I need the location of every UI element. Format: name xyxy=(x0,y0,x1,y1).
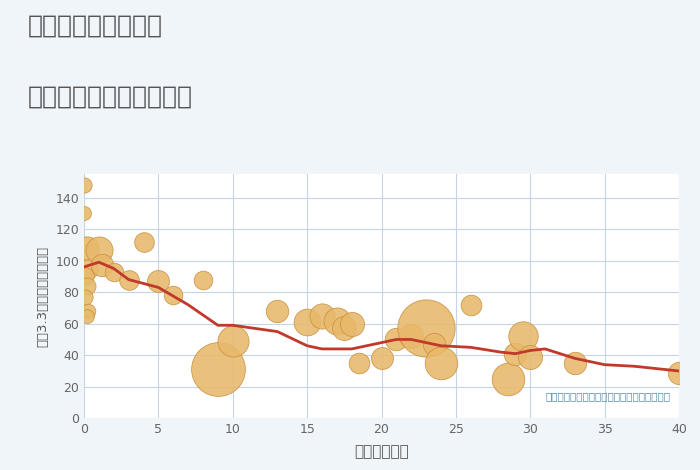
Point xyxy=(517,333,528,340)
Point xyxy=(108,268,119,275)
Point xyxy=(406,333,417,340)
Point xyxy=(78,210,90,217)
Point xyxy=(81,244,92,252)
Point xyxy=(435,360,447,367)
Point xyxy=(354,360,365,367)
Point xyxy=(525,353,536,360)
Point xyxy=(339,325,350,332)
Point xyxy=(78,181,90,188)
Point xyxy=(331,317,342,324)
Point xyxy=(346,320,357,328)
Point xyxy=(316,312,328,320)
Point xyxy=(138,238,149,245)
Text: 築年数別中古戸建て価格: 築年数別中古戸建て価格 xyxy=(28,85,193,109)
Point xyxy=(83,265,94,272)
Point xyxy=(569,360,580,367)
Point xyxy=(428,340,439,348)
Point xyxy=(83,307,94,315)
Point xyxy=(302,318,313,326)
Point xyxy=(93,246,104,253)
Point xyxy=(510,350,521,357)
Point xyxy=(80,293,91,301)
Point xyxy=(376,355,387,362)
Text: 円の大きさは、取引のあった物件面積を示す: 円の大きさは、取引のあった物件面積を示す xyxy=(545,391,670,401)
Point xyxy=(153,277,164,285)
Point xyxy=(80,273,91,280)
Text: 兵庫県三田市川除の: 兵庫県三田市川除の xyxy=(28,14,163,38)
Point xyxy=(81,312,92,320)
Point xyxy=(421,325,432,332)
Point xyxy=(197,276,209,283)
Point xyxy=(391,336,402,343)
Point xyxy=(96,262,108,269)
Point xyxy=(81,282,92,290)
Point xyxy=(123,276,134,283)
Point xyxy=(503,375,514,383)
Point xyxy=(227,337,238,345)
Point xyxy=(465,301,476,308)
Y-axis label: 坪（3.3㎡）単価（万円）: 坪（3.3㎡）単価（万円） xyxy=(36,245,50,347)
X-axis label: 築年数（年）: 築年数（年） xyxy=(354,445,409,460)
Point xyxy=(168,291,179,299)
Point xyxy=(272,307,283,315)
Point xyxy=(673,369,685,376)
Point xyxy=(212,366,223,373)
